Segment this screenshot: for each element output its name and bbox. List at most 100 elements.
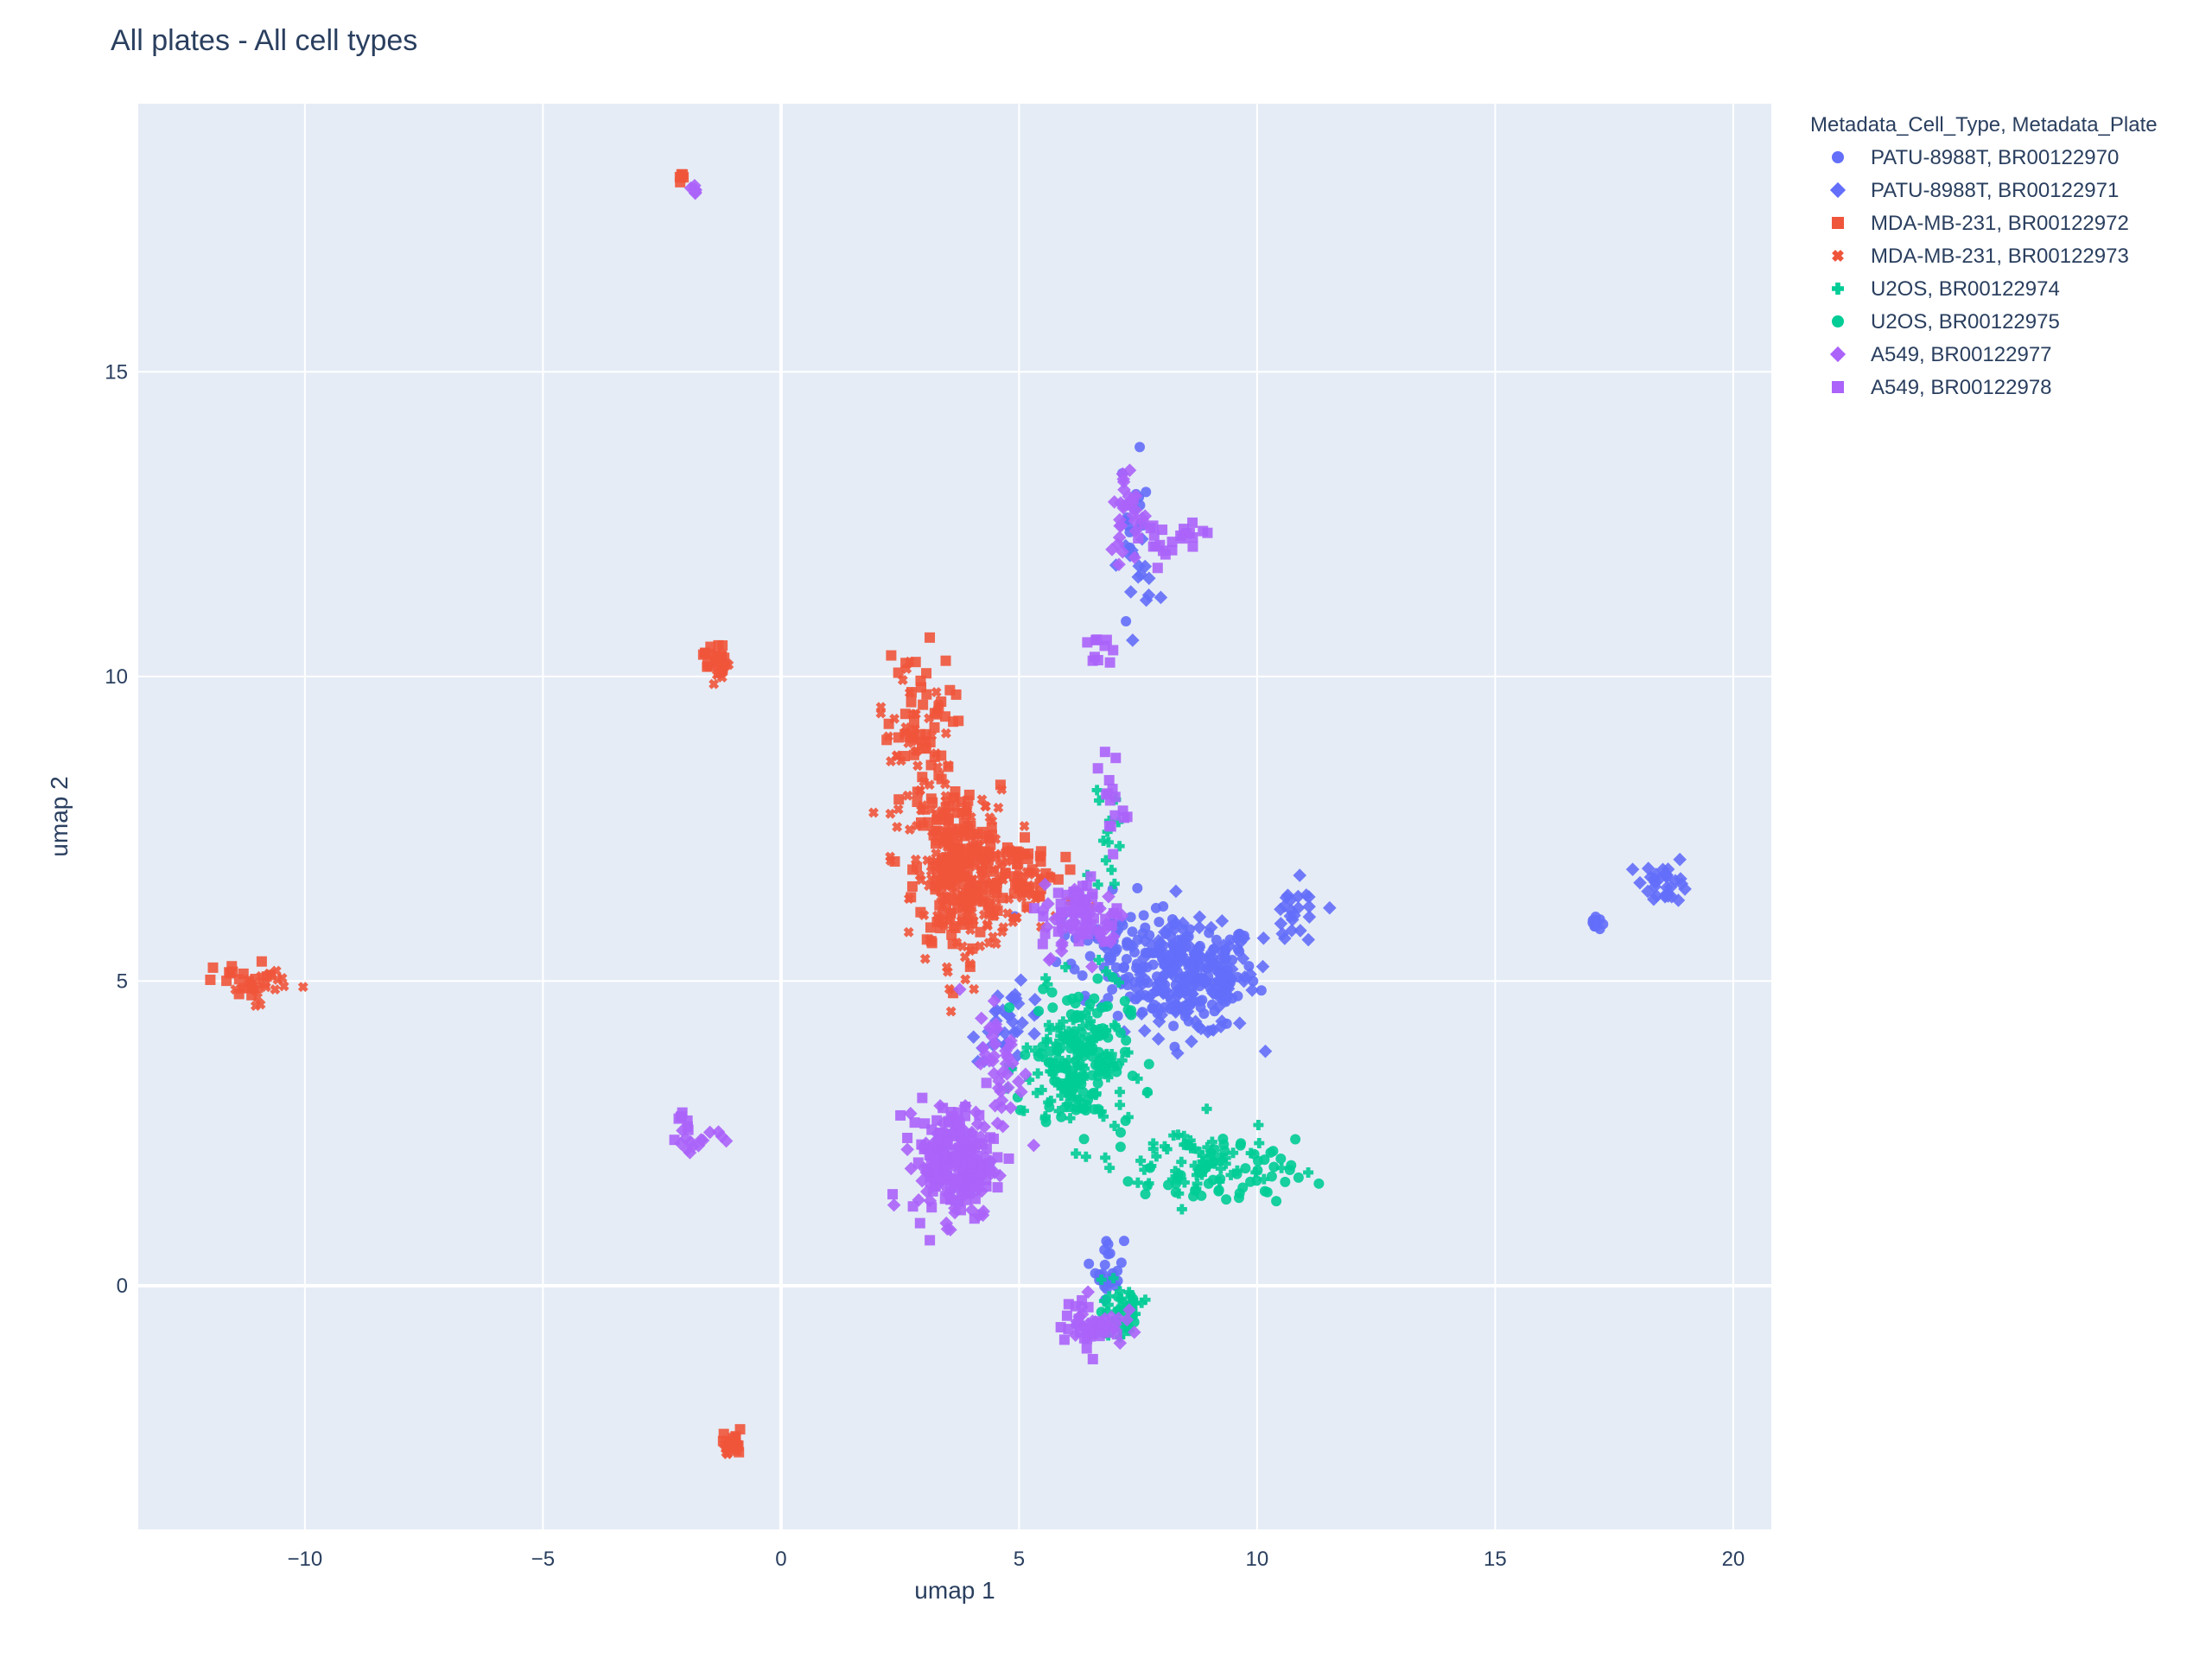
data-point	[906, 731, 918, 742]
data-point	[1132, 1073, 1143, 1084]
data-point	[1274, 917, 1288, 931]
data-point	[1014, 1104, 1026, 1116]
data-point	[1275, 926, 1289, 941]
legend-item[interactable]: MDA-MB-231, BR00122972	[1832, 212, 2129, 235]
data-point	[1169, 884, 1183, 899]
data-point	[929, 721, 940, 733]
data-point	[278, 981, 289, 992]
data-point	[925, 1235, 936, 1246]
data-point	[1114, 1086, 1125, 1097]
data-point	[1056, 1111, 1067, 1122]
data-point	[702, 1125, 717, 1140]
data-point	[1661, 889, 1675, 903]
data-point	[256, 956, 267, 967]
data-point	[956, 915, 967, 926]
data-point	[1633, 875, 1647, 890]
data-point	[1093, 954, 1104, 965]
data-point	[1271, 1196, 1282, 1207]
data-point	[1122, 1176, 1134, 1187]
data-point	[1055, 1322, 1066, 1333]
data-point	[1115, 1286, 1126, 1297]
data-point	[250, 1001, 261, 1012]
data-point	[1104, 795, 1116, 806]
data-point	[716, 672, 728, 683]
data-point	[1188, 1191, 1199, 1202]
data-point	[1100, 1152, 1111, 1163]
legend-item[interactable]: U2OS, BR00122975	[1832, 310, 2060, 334]
data-point	[1171, 1046, 1185, 1060]
data-point	[919, 743, 931, 754]
data-point	[1085, 1035, 1096, 1046]
data-point	[1166, 537, 1178, 548]
data-point	[1252, 1165, 1263, 1176]
data-point	[1115, 1127, 1126, 1138]
data-point	[1116, 472, 1130, 486]
data-point	[256, 970, 266, 982]
data-point	[1106, 864, 1117, 875]
data-point	[940, 728, 951, 739]
data-point	[1099, 1259, 1110, 1270]
data-point	[1102, 1306, 1113, 1317]
legend[interactable]: Metadata_Cell_Type, Metadata_Plate PATU-…	[1810, 113, 2158, 399]
data-point	[916, 874, 927, 886]
data-point	[1258, 1173, 1269, 1185]
data-point	[250, 984, 261, 995]
legend-item[interactable]: MDA-MB-231, BR00122973	[1829, 245, 2129, 268]
data-point	[1168, 1005, 1183, 1019]
data-point	[1215, 1163, 1226, 1174]
data-point	[952, 1107, 963, 1118]
data-point	[937, 899, 948, 911]
data-point	[886, 650, 897, 661]
data-point	[1143, 1058, 1154, 1070]
legend-item[interactable]: U2OS, BR00122974	[1832, 277, 2060, 301]
data-point	[715, 1129, 729, 1144]
data-point	[1323, 900, 1337, 915]
data-point	[1656, 862, 1670, 877]
legend-item[interactable]: PATU-8988T, BR00122971	[1829, 179, 2119, 202]
data-point	[938, 919, 950, 931]
data-point	[900, 721, 912, 733]
data-point	[1197, 1150, 1208, 1161]
data-point	[1219, 1146, 1230, 1157]
legend-marker	[1829, 346, 1847, 363]
data-point	[903, 893, 914, 905]
data-point	[1192, 910, 1207, 925]
legend-item[interactable]: A549, BR00122978	[1832, 376, 2052, 399]
data-point	[1159, 983, 1173, 997]
data-point	[1021, 1042, 1033, 1053]
data-point	[1211, 1000, 1226, 1014]
data-point	[1179, 1130, 1190, 1141]
data-point	[1133, 963, 1147, 978]
data-point	[264, 968, 275, 979]
data-point	[1120, 1116, 1131, 1127]
data-point	[683, 1124, 694, 1135]
data-point	[1002, 908, 1014, 919]
data-point	[1256, 931, 1271, 945]
data-point	[1180, 528, 1192, 539]
data-point	[1118, 962, 1129, 973]
data-point	[902, 790, 913, 801]
data-point	[1096, 1274, 1107, 1285]
data-point	[1206, 1136, 1217, 1147]
data-point	[1114, 518, 1128, 533]
legend-item[interactable]: A549, BR00122977	[1829, 343, 2052, 366]
data-point	[1037, 1041, 1048, 1052]
data-point	[1240, 1163, 1251, 1174]
data-point	[1104, 657, 1116, 668]
data-point	[1127, 926, 1138, 938]
data-point	[1176, 1204, 1187, 1215]
data-point	[912, 760, 924, 772]
data-point	[987, 994, 1001, 1008]
data-point	[982, 918, 993, 930]
data-point	[1176, 1156, 1187, 1167]
x-tick-label: 0	[775, 1548, 786, 1571]
data-point	[1133, 533, 1144, 544]
data-point	[939, 779, 950, 790]
data-point	[955, 1205, 966, 1216]
data-point	[1086, 1070, 1097, 1081]
data-point	[1055, 1022, 1066, 1033]
data-point	[1033, 1068, 1044, 1079]
data-point	[1222, 938, 1236, 953]
data-point	[921, 668, 932, 679]
legend-item[interactable]: PATU-8988T, BR00122970	[1832, 146, 2119, 169]
